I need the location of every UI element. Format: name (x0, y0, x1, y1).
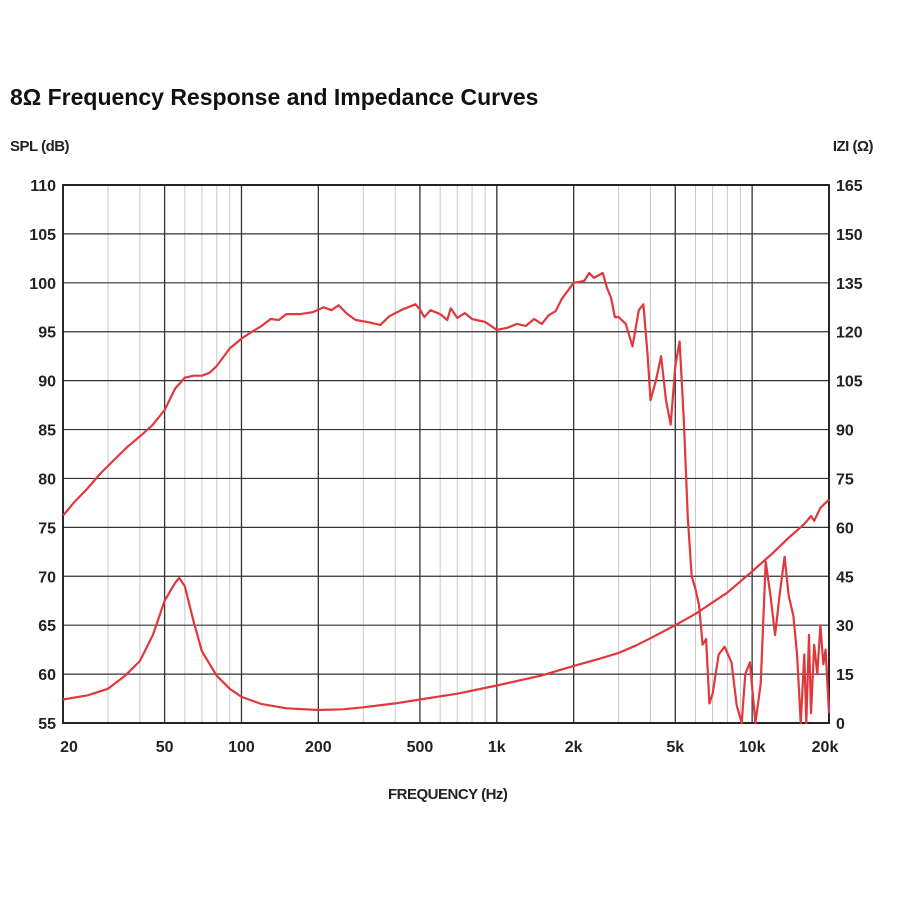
y-left-tick-label: 75 (38, 520, 56, 537)
y-left-tick-label: 70 (38, 569, 56, 586)
x-tick-label: 50 (156, 739, 174, 756)
x-tick-label: 1k (488, 739, 506, 756)
y-left-tick-label: 85 (38, 423, 56, 440)
x-tick-label: 5k (666, 739, 684, 756)
y-axis-left-label: SPL (dB) (10, 138, 70, 155)
y-right-tick-label: 165 (836, 178, 863, 195)
x-tick-label: 200 (305, 739, 332, 756)
y-right-tick-label: 135 (836, 276, 863, 293)
y-right-tick-label: 15 (836, 667, 854, 684)
x-tick-label: 20 (60, 739, 78, 756)
y-left-tick-label: 60 (38, 667, 56, 684)
y-right-tick-label: 45 (836, 569, 854, 586)
y-left-tick-label: 90 (38, 374, 56, 391)
y-right-tick-label: 75 (836, 471, 854, 488)
y-right-tick-label: 0 (836, 716, 845, 733)
x-tick-label: 2k (565, 739, 583, 756)
impedance-curve (62, 498, 830, 712)
minor-grid (107, 185, 741, 723)
y-right-tick-label: 90 (836, 423, 854, 440)
y-left-tick-label: 80 (38, 471, 56, 488)
x-axis-label: FREQUENCY (Hz) (388, 786, 508, 803)
spl-curve (62, 271, 831, 725)
tick-labels: 55 60 65 70 75 80 85 90 95 100 105 110 0 15 30 45 60 75 90… (29, 178, 863, 756)
x-tick-label: 100 (228, 739, 255, 756)
y-left-tick-label: 95 (38, 325, 56, 342)
y-left-tick-label: 100 (29, 276, 56, 293)
y-right-tick-label: 30 (836, 618, 854, 635)
y-right-tick-label: 105 (836, 374, 863, 391)
x-tick-label: 10k (739, 739, 766, 756)
y-right-tick-label: 60 (836, 520, 854, 537)
y-axis-right-label: IZI (Ω) (832, 138, 874, 155)
y-left-tick-label: 65 (38, 618, 56, 635)
y-left-tick-label: 55 (38, 716, 56, 733)
x-tick-label: 20k (812, 739, 839, 756)
x-tick-label: 500 (407, 739, 434, 756)
chart-title: 8Ω Frequency Response and Impedance Curv… (10, 84, 539, 110)
y-left-tick-label: 105 (29, 227, 56, 244)
y-left-tick-label: 110 (30, 178, 56, 195)
y-right-tick-label: 120 (836, 325, 863, 342)
major-grid (62, 184, 830, 724)
plot-frame (62, 184, 830, 724)
y-right-tick-label: 150 (836, 227, 863, 244)
series-layer (62, 271, 831, 725)
